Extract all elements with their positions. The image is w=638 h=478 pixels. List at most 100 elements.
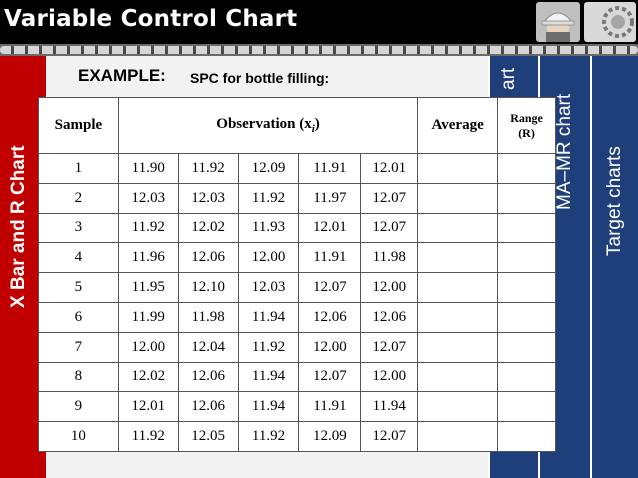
range-cell — [497, 272, 556, 303]
tab-label-ma-mr: MA–MR chart — [554, 93, 575, 210]
range-cell — [497, 153, 556, 184]
table-row: 3 11.92 12.02 11.93 12.01 12.07 — [38, 212, 556, 244]
average-cell — [417, 272, 499, 303]
observation-cell: 11.94 — [237, 361, 300, 393]
observation-cell: 12.09 — [298, 421, 362, 452]
observation-cell: 12.07 — [298, 272, 362, 303]
observation-cell: 11.94 — [360, 391, 419, 423]
observation-cell: 11.91 — [298, 391, 362, 423]
table-row: 10 11.92 12.05 11.92 12.09 12.07 — [38, 421, 556, 452]
table-row: 9 12.01 12.06 11.94 11.91 11.94 — [38, 391, 556, 423]
tab-target-charts[interactable]: Target charts — [590, 56, 638, 478]
industrial-engineering-logo — [584, 2, 636, 42]
header-range-sub: (R) — [518, 125, 535, 140]
tab-label-target: Target charts — [604, 146, 625, 256]
sample-cell: 6 — [38, 301, 119, 333]
observation-cell: 11.99 — [117, 301, 179, 333]
header-observation-sub: i — [311, 123, 315, 135]
average-cell — [417, 421, 499, 452]
range-cell — [497, 212, 556, 244]
average-cell — [417, 242, 499, 274]
sample-cell: 5 — [38, 272, 119, 303]
observation-cell: 12.01 — [298, 212, 362, 244]
observation-cell: 12.00 — [117, 331, 179, 363]
observation-cell: 12.00 — [360, 361, 419, 393]
observation-cell: 12.10 — [177, 272, 239, 303]
observation-cell: 11.98 — [177, 301, 239, 333]
observation-cell: 11.92 — [237, 182, 300, 214]
observation-cell: 11.96 — [117, 242, 179, 274]
table-row: 5 11.95 12.10 12.03 12.07 12.00 — [38, 272, 556, 303]
header-average: Average — [417, 97, 499, 154]
sample-cell: 9 — [38, 391, 119, 423]
table-row: 8 12.02 12.06 11.94 12.07 12.00 — [38, 361, 556, 393]
observation-cell: 12.00 — [360, 272, 419, 303]
observation-cell: 11.92 — [117, 212, 179, 244]
sample-cell: 2 — [38, 182, 119, 214]
sample-cell: 8 — [38, 361, 119, 393]
header-observation: Observation (xi) — [117, 97, 419, 154]
observation-cell: 11.92 — [237, 421, 300, 452]
observation-cell: 12.06 — [298, 301, 362, 333]
observation-cell: 12.00 — [237, 242, 300, 274]
table-row: 4 11.96 12.06 12.00 11.91 11.98 — [38, 242, 556, 274]
spc-data-table: Sample Observation (xi) Average Range (R)… — [38, 97, 556, 452]
worker-helmet-icon — [536, 2, 580, 42]
observation-cell: 12.02 — [117, 361, 179, 393]
observation-cell: 11.91 — [298, 242, 362, 274]
observation-cell: 12.06 — [177, 391, 239, 423]
observation-cell: 12.03 — [237, 272, 300, 303]
average-cell — [417, 182, 499, 214]
example-subtitle: SPC for bottle filling: — [190, 70, 330, 86]
header-observation-close: ) — [314, 116, 320, 132]
table-row: 1 11.90 11.92 12.09 11.91 12.01 — [38, 153, 556, 184]
slide-title: Variable Control Chart — [4, 6, 298, 32]
observation-cell: 11.92 — [177, 153, 239, 184]
sample-cell: 4 — [38, 242, 119, 274]
tab-label-chart: art — [498, 67, 519, 90]
average-cell — [417, 212, 499, 244]
range-cell — [497, 182, 556, 214]
table-header-row: Sample Observation (xi) Average Range (R) — [38, 97, 556, 154]
average-cell — [417, 361, 499, 393]
range-cell — [497, 421, 556, 452]
range-cell — [497, 331, 556, 363]
observation-cell: 11.91 — [298, 153, 362, 184]
range-cell — [497, 391, 556, 423]
observation-cell: 12.02 — [177, 212, 239, 244]
sample-cell: 3 — [38, 212, 119, 244]
observation-cell: 12.05 — [177, 421, 239, 452]
header-range-label: Range — [510, 110, 543, 125]
range-cell — [497, 242, 556, 274]
average-cell — [417, 331, 499, 363]
chain-divider — [0, 44, 638, 56]
observation-cell: 11.94 — [237, 391, 300, 423]
observation-cell: 12.07 — [298, 361, 362, 393]
average-cell — [417, 391, 499, 423]
sample-cell: 7 — [38, 331, 119, 363]
observation-cell: 11.90 — [117, 153, 179, 184]
observation-cell: 12.01 — [117, 391, 179, 423]
tab-label-x-bar-r: X Bar and R Chart — [8, 145, 29, 308]
example-label: EXAMPLE: — [78, 66, 166, 85]
sample-cell: 10 — [38, 421, 119, 452]
average-cell — [417, 301, 499, 333]
observation-cell: 12.01 — [360, 153, 419, 184]
header-sample: Sample — [38, 97, 119, 154]
table-row: 6 11.99 11.98 11.94 12.06 12.06 — [38, 301, 556, 333]
observation-cell: 11.94 — [237, 301, 300, 333]
observation-cell: 11.93 — [237, 212, 300, 244]
observation-cell: 12.03 — [177, 182, 239, 214]
observation-cell: 11.95 — [117, 272, 179, 303]
title-bar: Variable Control Chart — [0, 0, 638, 44]
observation-cell: 12.06 — [177, 242, 239, 274]
header-observation-text: Observation (x — [216, 116, 312, 132]
observation-cell: 12.03 — [117, 182, 179, 214]
observation-cell: 12.00 — [298, 331, 362, 363]
table-row: 2 12.03 12.03 11.92 11.97 12.07 — [38, 182, 556, 214]
header-range: Range (R) — [497, 97, 556, 154]
observation-cell: 12.07 — [360, 182, 419, 214]
observation-cell: 12.06 — [360, 301, 419, 333]
range-cell — [497, 301, 556, 333]
observation-cell: 12.06 — [177, 361, 239, 393]
